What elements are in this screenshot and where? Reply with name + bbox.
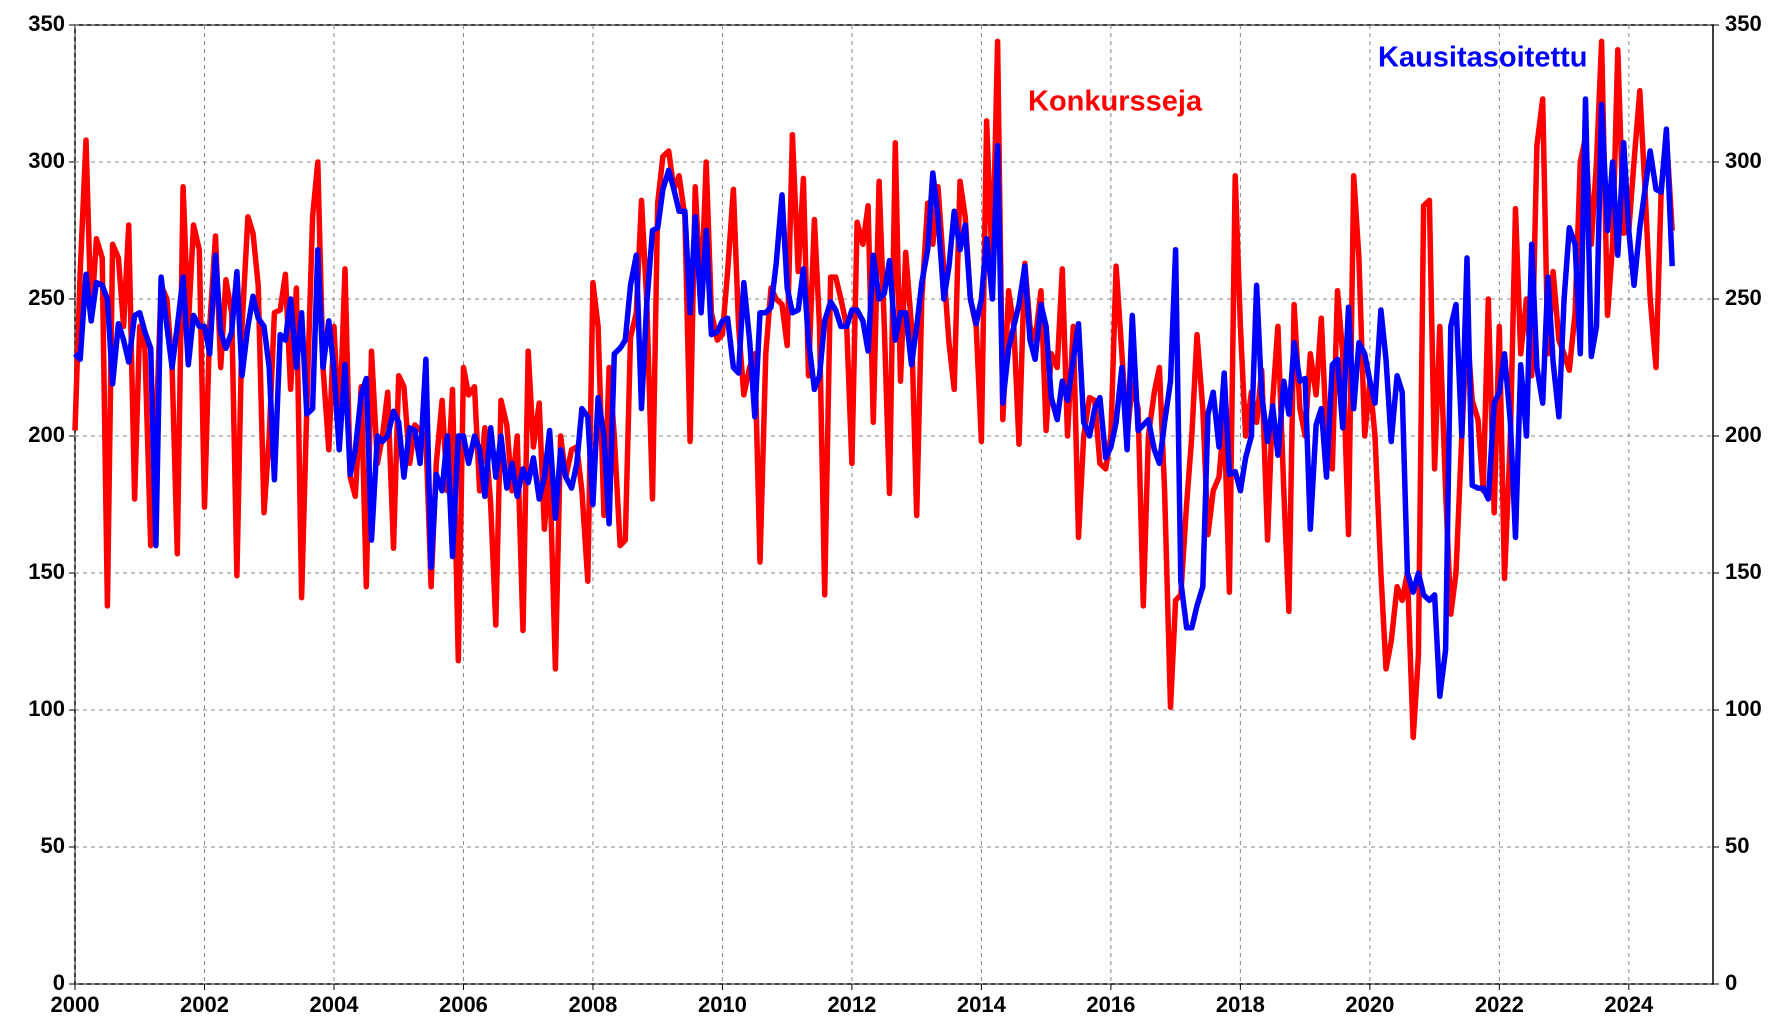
series-label: Kausitasoitettu xyxy=(1378,42,1587,74)
x-tick-label: 2014 xyxy=(957,992,1007,1017)
x-tick-label: 2006 xyxy=(439,992,488,1017)
x-tick-label: 2022 xyxy=(1475,992,1524,1017)
x-tick-label: 2016 xyxy=(1086,992,1135,1017)
x-tick-label: 2000 xyxy=(51,992,100,1017)
y2-tick-label: 250 xyxy=(1725,285,1762,310)
series-line xyxy=(73,96,1675,700)
y2-tick-label: 50 xyxy=(1725,833,1749,858)
x-tick-label: 2012 xyxy=(827,992,876,1017)
x-tick-label: 2024 xyxy=(1604,992,1654,1017)
x-tick-label: 2010 xyxy=(698,992,747,1017)
series-label: Konkursseja xyxy=(1028,86,1203,118)
y-tick-label: 200 xyxy=(28,422,65,447)
y2-tick-label: 100 xyxy=(1725,696,1762,721)
series-line xyxy=(72,38,1675,741)
x-tick-label: 2002 xyxy=(180,992,229,1017)
x-tick-label: 2018 xyxy=(1216,992,1265,1017)
y2-tick-label: 0 xyxy=(1725,970,1737,995)
y-tick-label: 50 xyxy=(41,833,65,858)
y2-tick-label: 200 xyxy=(1725,422,1762,447)
y-tick-label: 100 xyxy=(28,696,65,721)
y2-tick-label: 350 xyxy=(1725,11,1762,36)
y2-tick-label: 150 xyxy=(1725,559,1762,584)
x-tick-label: 2004 xyxy=(309,992,359,1017)
y-tick-label: 250 xyxy=(28,285,65,310)
y-tick-label: 150 xyxy=(28,559,65,584)
y2-tick-label: 300 xyxy=(1725,148,1762,173)
y-tick-label: 0 xyxy=(53,970,65,995)
y-tick-label: 300 xyxy=(28,148,65,173)
x-tick-label: 2008 xyxy=(568,992,617,1017)
x-tick-label: 2020 xyxy=(1345,992,1394,1017)
y-tick-label: 350 xyxy=(28,11,65,36)
